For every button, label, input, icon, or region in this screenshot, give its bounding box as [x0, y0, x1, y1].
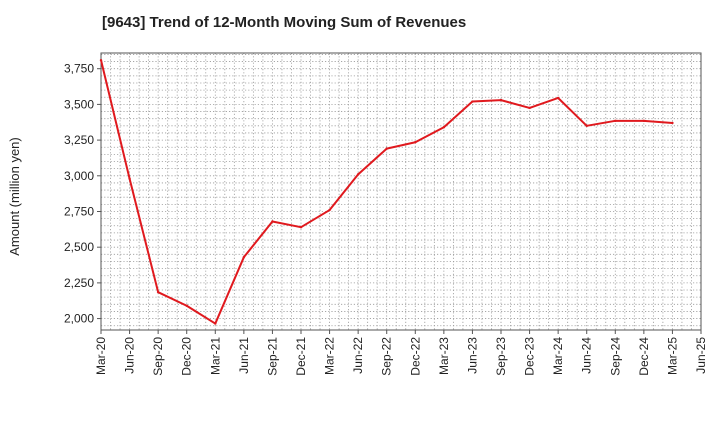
- y-tick-label: 3,000: [64, 169, 94, 183]
- plot-area: [101, 53, 701, 330]
- data-point: [214, 322, 217, 325]
- x-tick-label: Mar-20: [94, 337, 108, 375]
- data-point: [471, 100, 474, 103]
- data-point: [99, 58, 103, 62]
- data-point: [242, 255, 246, 259]
- x-tick-label: Mar-23: [437, 337, 451, 375]
- data-point: [442, 126, 446, 129]
- y-tick-label: 2,500: [64, 240, 94, 254]
- x-tick-label: Sep-22: [380, 337, 394, 376]
- x-tick-label: Mar-22: [323, 337, 337, 375]
- x-tick-label: Sep-20: [151, 337, 165, 376]
- x-tick-label: Sep-23: [494, 337, 508, 376]
- data-point: [642, 119, 646, 123]
- x-tick-label: Jun-24: [580, 337, 594, 374]
- y-tick-label: 3,250: [64, 133, 94, 147]
- data-point: [528, 106, 531, 110]
- y-tick-label: 3,750: [64, 62, 94, 76]
- plot-frame: [100, 52, 702, 331]
- x-tick-label: Mar-24: [551, 337, 565, 375]
- data-point: [671, 121, 674, 125]
- x-tick-label: Jun-23: [465, 337, 479, 374]
- data-point: [499, 98, 503, 102]
- y-tick-label: 2,750: [64, 204, 94, 218]
- data-point: [556, 96, 560, 100]
- data-point: [185, 304, 188, 307]
- data-point: [614, 119, 617, 123]
- data-point: [356, 173, 360, 176]
- y-axis-label: Amount (million yen): [7, 137, 22, 256]
- data-point: [128, 177, 131, 180]
- x-tick-label: Dec-22: [408, 337, 422, 376]
- data-point: [585, 124, 588, 128]
- data-point: [414, 141, 417, 144]
- x-tick-label: Jun-25: [694, 337, 708, 374]
- y-tick-label: 2,000: [64, 312, 94, 326]
- x-tick-label: Dec-24: [637, 337, 651, 376]
- data-point: [299, 225, 303, 229]
- x-tick-label: Mar-25: [665, 337, 679, 375]
- y-tick-label: 3,500: [64, 97, 94, 111]
- data-point: [271, 220, 274, 223]
- x-tick-label: Jun-21: [237, 337, 251, 374]
- y-tick-label: 2,250: [64, 276, 94, 290]
- chart-title: [9643] Trend of 12-Month Moving Sum of R…: [102, 14, 467, 31]
- data-point: [385, 147, 388, 150]
- x-tick-label: Dec-21: [294, 337, 308, 376]
- x-tick-label: Dec-23: [523, 337, 537, 376]
- x-tick-label: Sep-24: [608, 337, 622, 376]
- x-tick-label: Jun-22: [351, 337, 365, 374]
- data-point: [328, 208, 331, 212]
- data-point: [156, 290, 160, 294]
- x-tick-label: Sep-21: [265, 337, 279, 376]
- x-tick-label: Dec-20: [180, 337, 194, 376]
- grid: [101, 53, 701, 330]
- x-tick-label: Mar-21: [208, 337, 222, 375]
- x-tick-label: Jun-20: [123, 337, 137, 374]
